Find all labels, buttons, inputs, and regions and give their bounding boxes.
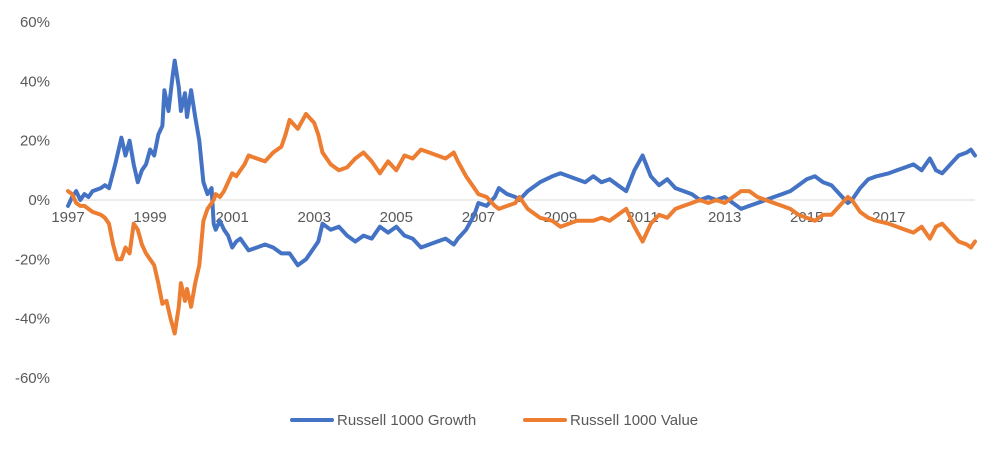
x-tick-label: 2003 [298, 209, 331, 226]
x-axis-ticks: 1997 1999 2001 2003 2005 2007 2009 2011 2013 2015… [51, 209, 905, 226]
series-line-value [66, 112, 977, 336]
y-tick-label: 20% [20, 133, 50, 150]
legend: Russell 1000 Growth Russell 1000 Value [290, 412, 698, 429]
x-tick-label: 2005 [380, 209, 413, 226]
legend-label: Russell 1000 Growth [337, 412, 476, 429]
y-axis-ticks: 60% 40% 20% 0% -20% -40% -60% [15, 14, 50, 387]
x-tick-label: 2007 [462, 209, 495, 226]
series-line-growth [66, 58, 977, 268]
x-tick-label: 1999 [133, 209, 166, 226]
series-lines [66, 58, 977, 336]
x-tick-label: 1997 [51, 209, 84, 226]
y-tick-label: 60% [20, 14, 50, 31]
y-tick-label: -60% [15, 370, 50, 387]
y-tick-label: -40% [15, 311, 50, 328]
y-tick-label: -20% [15, 251, 50, 268]
y-tick-label: 0% [28, 192, 50, 209]
x-tick-label: 2001 [215, 209, 248, 226]
legend-label: Russell 1000 Value [570, 412, 698, 429]
y-tick-label: 40% [20, 73, 50, 90]
x-tick-label: 2013 [708, 209, 741, 226]
